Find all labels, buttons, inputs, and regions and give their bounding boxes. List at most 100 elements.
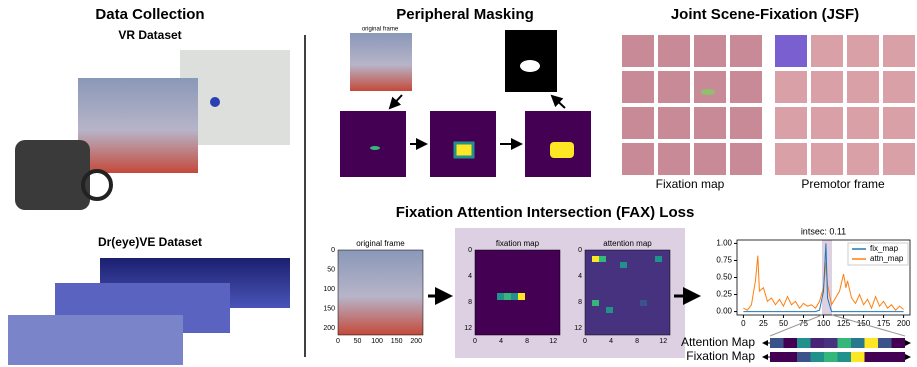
x-tick-label: 4	[609, 338, 613, 345]
heat-cell	[511, 293, 518, 300]
bar-cell	[784, 352, 798, 362]
heat-cell	[640, 300, 647, 306]
x-tick-label: 150	[391, 338, 403, 345]
grid-tile	[883, 71, 915, 103]
x-tick-label: 8	[635, 338, 639, 345]
heatmap-blob	[455, 143, 473, 157]
panel-title: attention map	[603, 239, 652, 248]
bar-cell	[878, 338, 892, 348]
grid-label: Fixation map	[656, 177, 725, 191]
heat-cell	[504, 293, 511, 300]
grid-tile	[847, 143, 879, 175]
panel-title: original frame	[356, 239, 405, 248]
panel-image	[338, 250, 423, 335]
y-tick-label: 0.00	[716, 307, 732, 316]
vr-scene-front	[78, 78, 198, 173]
x-tick-label: 100	[371, 338, 383, 345]
bar-cell	[838, 338, 852, 348]
bar-cell	[811, 352, 825, 362]
x-tick-label: 0	[473, 338, 477, 345]
bar-cell	[797, 352, 811, 362]
figure: Data Collection VR Dataset Dr(eye)VE Dat…	[0, 0, 917, 367]
grid-tile	[883, 35, 915, 67]
x-tick-label: 150	[857, 319, 871, 328]
grid-tile	[811, 107, 843, 139]
section-title: Peripheral Masking	[396, 6, 534, 23]
x-tick-label: 50	[354, 338, 362, 345]
heat-cell	[620, 262, 627, 268]
panel-image	[475, 250, 560, 335]
y-tick-label: 1.00	[716, 239, 732, 248]
x-tick-label: 50	[779, 319, 788, 328]
y-tick-label: 12	[464, 325, 472, 332]
grid-tile	[730, 35, 762, 67]
y-tick-label: 0	[578, 247, 582, 254]
section-title: Joint Scene-Fixation (JSF)	[671, 6, 859, 23]
grid-tile	[847, 35, 879, 67]
bar-cell	[838, 352, 852, 362]
fixation-blob	[701, 89, 715, 95]
gaze-marker	[210, 97, 220, 107]
y-tick-label: 0	[468, 247, 472, 254]
grid-tile	[622, 71, 654, 103]
x-tick-label: 200	[897, 319, 911, 328]
panel-title: original frame	[362, 27, 399, 33]
grid-tile	[883, 107, 915, 139]
grid-tile	[730, 71, 762, 103]
x-tick-label: 100	[817, 319, 831, 328]
heatmap-blob	[550, 142, 574, 158]
dreye-frame	[8, 315, 183, 365]
y-tick-label: 0.75	[716, 256, 732, 265]
heat-cell	[592, 256, 599, 262]
heat-cell	[497, 293, 504, 300]
bar-cell	[824, 338, 838, 348]
heat-cell	[606, 307, 613, 313]
grid-tile	[658, 107, 690, 139]
grid-tile	[775, 107, 807, 139]
bar-cell	[851, 352, 865, 362]
grid-tile	[811, 35, 843, 67]
section-title: Data Collection	[95, 6, 204, 23]
x-tick-label: 0	[741, 319, 746, 328]
heat-cell	[518, 293, 525, 300]
grid-tile	[694, 107, 726, 139]
y-tick-label: 0	[331, 247, 335, 254]
panel-image	[585, 250, 670, 335]
y-tick-label: 12	[574, 325, 582, 332]
heat-cell	[655, 256, 662, 262]
grid-tile	[658, 71, 690, 103]
y-tick-label: 4	[468, 273, 472, 280]
subsection-title: VR Dataset	[118, 28, 181, 42]
x-tick-label: 200	[410, 338, 422, 345]
arrow	[552, 96, 565, 108]
grid-label: Premotor frame	[801, 177, 885, 191]
grid-tile	[775, 35, 807, 67]
x-tick-label: 25	[759, 319, 768, 328]
y-tick-label: 0.50	[716, 273, 732, 282]
bar-cell	[865, 338, 879, 348]
heatmap	[340, 111, 406, 177]
bar-cell	[824, 352, 838, 362]
x-tick-label: 125	[837, 319, 851, 328]
y-tick-label: 8	[468, 299, 472, 306]
x-tick-label: 4	[499, 338, 503, 345]
heat-cell	[599, 256, 606, 262]
y-tick-label: 0.25	[716, 290, 732, 299]
bar-cell	[770, 338, 784, 348]
mask-blob	[520, 60, 540, 72]
bar-cell	[784, 338, 798, 348]
panel-title: fixation map	[496, 239, 540, 248]
heat-cell	[592, 300, 599, 306]
x-tick-label: 175	[877, 319, 891, 328]
y-tick-label: 200	[323, 325, 335, 332]
grid-tile	[775, 143, 807, 175]
grid-tile	[883, 143, 915, 175]
grid-tile	[730, 107, 762, 139]
x-tick-label: 0	[583, 338, 587, 345]
bar-cell	[878, 352, 892, 362]
heatmap-blob	[370, 146, 380, 150]
participant-photo	[15, 140, 90, 210]
grid-tile	[622, 107, 654, 139]
chart-title: intsec: 0.11	[801, 226, 846, 236]
grid-tile	[847, 71, 879, 103]
